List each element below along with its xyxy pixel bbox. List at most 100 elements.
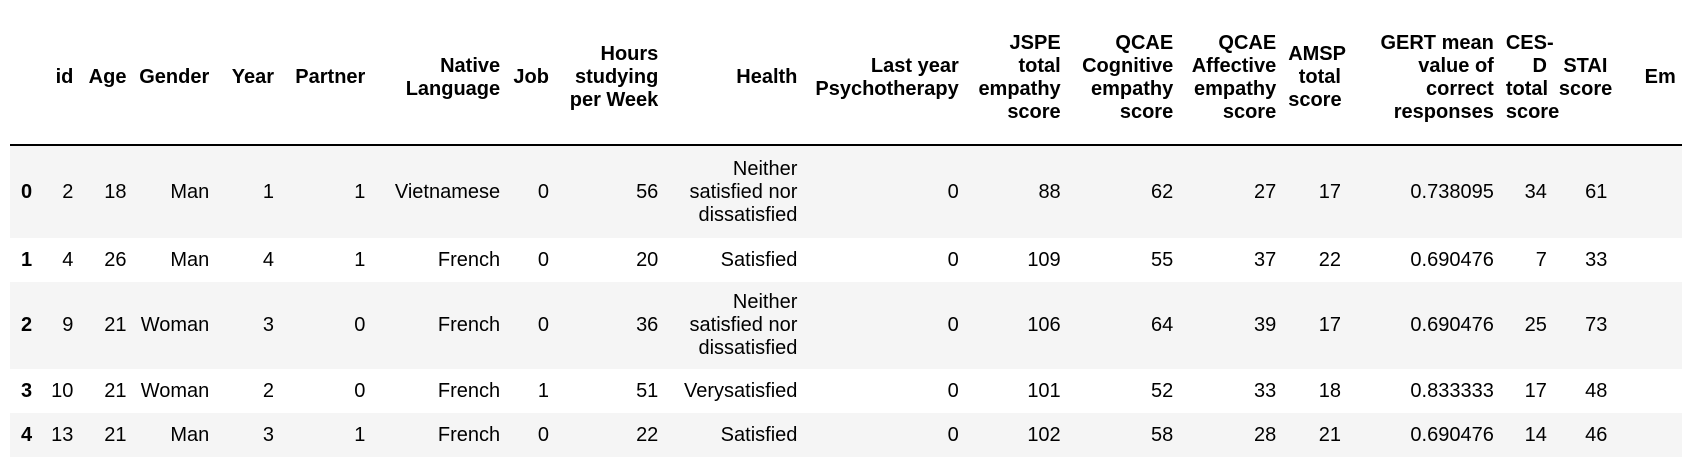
table-cell: 4 xyxy=(262,248,275,271)
table-cell: 22 xyxy=(636,423,659,446)
table-cell: Neither satisfied nor dissatisfied xyxy=(689,291,798,359)
table-cell: 18 xyxy=(104,180,127,203)
table-cell: 46 xyxy=(1585,423,1608,446)
index-header xyxy=(10,11,49,146)
table-cell: 25 xyxy=(1524,314,1547,336)
column-header-jspe: JSPE total empathy score xyxy=(970,11,1073,146)
table-cell: 48 xyxy=(1585,379,1608,402)
table-cell: 2 xyxy=(62,180,74,203)
table-cell: 27 xyxy=(1253,180,1277,203)
row-index: 2 xyxy=(21,314,33,336)
table-cell: 0.690476 xyxy=(1410,248,1494,271)
table-cell: 0.690476 xyxy=(1410,423,1494,446)
table-cell: 21 xyxy=(104,423,127,446)
table-cell: 55 xyxy=(1150,248,1174,271)
table-cell: 21 xyxy=(104,379,127,402)
table-cell xyxy=(1619,282,1682,369)
table-cell: 101 xyxy=(1027,379,1061,402)
dataframe-table: id Age Gender Year Partner Native Langua… xyxy=(10,11,1682,457)
table-cell: 0.738095 xyxy=(1410,180,1494,203)
table-cell: 17 xyxy=(1318,180,1341,203)
table-cell: 0.690476 xyxy=(1410,314,1494,336)
table-cell: 52 xyxy=(1150,379,1174,402)
table-cell: 4 xyxy=(62,248,74,271)
table-cell: 2 xyxy=(262,379,275,402)
row-index: 1 xyxy=(21,248,33,271)
table-cell: 21 xyxy=(1318,423,1341,446)
table-cell: 17 xyxy=(1318,314,1341,336)
table-cell: 36 xyxy=(636,314,659,336)
table-cell: 58 xyxy=(1150,423,1174,446)
table-cell: 0 xyxy=(537,314,549,336)
table-cell: Satisfied xyxy=(720,248,798,271)
table-cell: 22 xyxy=(1318,248,1341,271)
column-header-stai: STAI score xyxy=(1558,11,1620,146)
table-cell: 1 xyxy=(354,423,366,446)
table-cell: Vietnamese xyxy=(394,180,501,203)
column-header-em-exh: Em Exh xyxy=(1619,11,1682,146)
table-cell: 20 xyxy=(636,248,659,271)
table-cell: Verysatisfied xyxy=(684,379,798,402)
table-cell: 62 xyxy=(1150,180,1174,203)
table-cell: 0 xyxy=(947,248,959,271)
table-cell: 51 xyxy=(636,379,659,402)
column-header-amsp: AMSP total score xyxy=(1288,11,1353,146)
table-cell: Man xyxy=(170,180,210,203)
table-cell: 0 xyxy=(947,423,959,446)
column-header-hours-studying: Hours studying per Week xyxy=(560,11,671,146)
table-cell: 26 xyxy=(104,248,127,271)
table-row: 1 4 26 Man 4 1 French 0 20 Satisfied 0 1… xyxy=(10,238,1682,282)
row-index: 3 xyxy=(21,379,33,402)
table-cell: 88 xyxy=(1038,180,1061,203)
table-cell: 33 xyxy=(1253,379,1277,402)
table-cell: 102 xyxy=(1027,423,1061,446)
table-cell: 1 xyxy=(262,180,275,203)
table-cell: Man xyxy=(170,248,210,271)
table-cell: 1 xyxy=(354,180,366,203)
table-cell: 1 xyxy=(537,379,549,402)
table-cell: 39 xyxy=(1253,314,1277,336)
column-header-qcae-cognitive: QCAE Cognitive empathy score xyxy=(1072,11,1186,146)
column-header-partner: Partner xyxy=(286,11,378,146)
table-cell: Woman xyxy=(140,314,210,336)
column-header-qcae-affective: QCAE Affective empathy score xyxy=(1185,11,1289,146)
table-row: 2 9 21 Woman 3 0 French 0 36 Neither sat… xyxy=(10,282,1682,369)
table-cell: 0 xyxy=(537,248,549,271)
table-cell: 3 xyxy=(262,423,275,446)
table-cell: 106 xyxy=(1027,314,1061,336)
table-cell: 34 xyxy=(1524,180,1547,203)
table-cell: French xyxy=(437,423,501,446)
table-cell: Satisfied xyxy=(720,423,798,446)
row-index: 4 xyxy=(21,423,33,446)
table-row: 3 10 21 Woman 2 0 French 1 51 Verysatisf… xyxy=(10,369,1682,413)
table-cell: 33 xyxy=(1585,248,1608,271)
table-cell: French xyxy=(437,314,501,336)
table-cell: Man xyxy=(170,423,210,446)
column-header-psychotherapy: Last year Psychotherapy xyxy=(809,11,971,146)
column-header-gert: GERT mean value of correct responses xyxy=(1352,11,1506,146)
table-cell: Woman xyxy=(140,379,210,402)
column-header-year: Year xyxy=(221,11,287,146)
table-cell: 109 xyxy=(1027,248,1061,271)
table-cell: 37 xyxy=(1253,248,1277,271)
table-cell: 28 xyxy=(1253,423,1277,446)
table-cell: 61 xyxy=(1585,180,1608,203)
table-row: 0 2 18 Man 1 1 Vietnamese 0 56 Neither s… xyxy=(10,145,1682,238)
table-cell xyxy=(1619,145,1682,238)
table-cell: French xyxy=(437,379,501,402)
table-cell: 0 xyxy=(947,314,959,336)
table-cell: 21 xyxy=(104,314,127,336)
table-cell: 0 xyxy=(537,423,549,446)
column-header-health: Health xyxy=(670,11,810,146)
table-cell: 10 xyxy=(51,379,74,402)
table-cell: 0 xyxy=(947,180,959,203)
table-cell xyxy=(1619,369,1682,413)
table-cell xyxy=(1619,238,1682,282)
table-cell: 13 xyxy=(51,423,74,446)
table-cell: French xyxy=(437,248,501,271)
column-header-job: Job xyxy=(512,11,561,146)
column-header-gender: Gender xyxy=(138,11,222,146)
table-cell: 0 xyxy=(354,314,366,336)
row-index: 0 xyxy=(21,180,33,203)
table-cell: 0 xyxy=(947,379,959,402)
